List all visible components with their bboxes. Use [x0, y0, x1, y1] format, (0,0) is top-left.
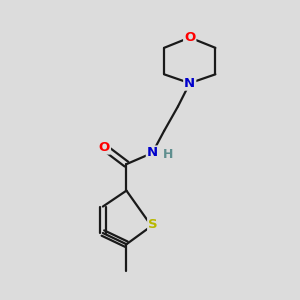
Text: O: O: [184, 31, 195, 44]
Text: N: N: [184, 77, 195, 90]
Text: S: S: [148, 218, 158, 231]
Text: O: O: [99, 141, 110, 154]
Text: N: N: [147, 146, 158, 159]
Text: H: H: [163, 148, 173, 161]
